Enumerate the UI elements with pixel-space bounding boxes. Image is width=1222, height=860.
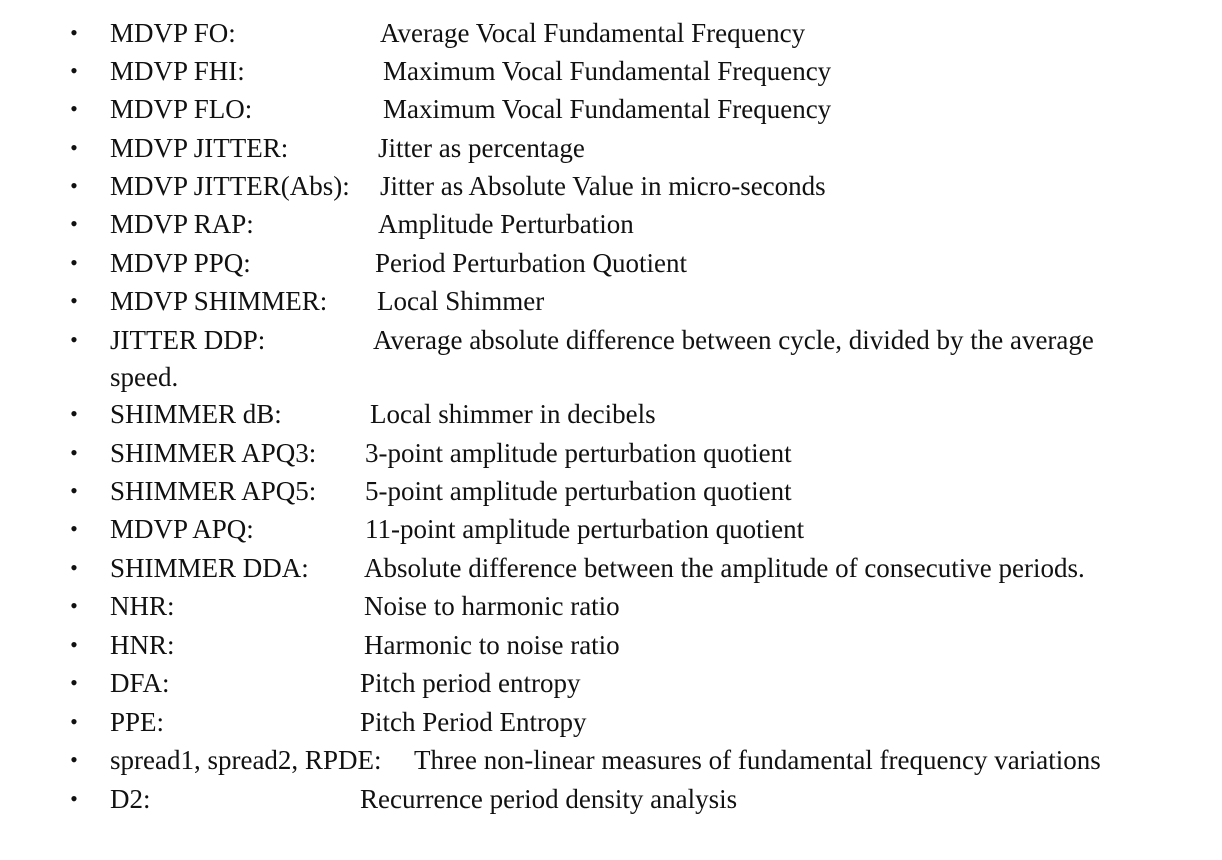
item-term: JITTER DDP:: [110, 325, 266, 355]
item-definition: 3-point amplitude perturbation quotient: [365, 438, 792, 468]
bullet: •: [70, 135, 78, 160]
bullet: •: [70, 96, 78, 121]
item-term: SHIMMER APQ3:: [110, 438, 317, 468]
bullet: •: [70, 327, 78, 352]
item-term: DFA:: [110, 668, 170, 698]
item-term: MDVP RAP:: [110, 209, 254, 239]
item-definition: Harmonic to noise ratio: [364, 630, 620, 660]
item-term: MDVP APQ:: [110, 514, 254, 544]
item-term: SHIMMER APQ5:: [110, 476, 317, 506]
item-definition: Jitter as percentage: [378, 133, 585, 163]
item-term: MDVP SHIMMER:: [110, 286, 328, 316]
item-term: D2:: [110, 784, 151, 814]
bullet: •: [70, 288, 78, 313]
item-definition: Average absolute difference between cycl…: [373, 325, 1094, 355]
bullet: •: [70, 632, 78, 657]
bullet: •: [70, 173, 78, 198]
bullet: •: [70, 516, 78, 541]
item-term: MDVP PPQ:: [110, 248, 251, 278]
item-term: SHIMMER dB:: [110, 399, 282, 429]
item-definition: 5-point amplitude perturbation quotient: [365, 476, 792, 506]
item-term: MDVP JITTER:: [110, 133, 289, 163]
item-definition: 11-point amplitude perturbation quotient: [365, 514, 805, 544]
bullet: •: [70, 58, 78, 83]
bullet: •: [70, 747, 78, 772]
bullet: •: [70, 20, 78, 45]
item-term: MDVP JITTER(Abs):: [110, 171, 350, 201]
item-definition: Maximum Vocal Fundamental Frequency: [383, 56, 832, 86]
item-definition: Amplitude Perturbation: [378, 209, 634, 239]
bullet: •: [70, 211, 78, 236]
item-term: SHIMMER DDA:: [110, 553, 309, 583]
item-definition: Absolute difference between the amplitud…: [364, 553, 1085, 583]
item-definition: Local shimmer in decibels: [370, 399, 656, 429]
bullet: •: [70, 670, 78, 695]
item-term: spread1, spread2, RPDE:: [110, 745, 382, 775]
item-definition: Maximum Vocal Fundamental Frequency: [383, 94, 832, 124]
bullet: •: [70, 401, 78, 426]
item-term: MDVP FHI:: [110, 56, 245, 86]
item-definition: Recurrence period density analysis: [360, 784, 738, 814]
item-definition: Three non-linear measures of fundamental…: [414, 745, 1101, 775]
item-definition: Noise to harmonic ratio: [364, 591, 620, 621]
item-term: HNR:: [110, 630, 175, 660]
bullet: •: [70, 478, 78, 503]
bullet: •: [70, 709, 78, 734]
item-definition: Pitch Period Entropy: [360, 707, 587, 737]
item-definition-continuation: speed.: [110, 362, 179, 392]
item-definition: Jitter as Absolute Value in micro-second…: [380, 171, 826, 201]
bullet: •: [70, 786, 78, 811]
bullet: •: [70, 440, 78, 465]
item-term: MDVP FLO:: [110, 94, 253, 124]
item-definition: Average Vocal Fundamental Frequency: [380, 18, 806, 48]
bullet: •: [70, 250, 78, 275]
item-definition: Period Perturbation Quotient: [375, 248, 687, 278]
item-term: NHR:: [110, 591, 175, 621]
item-definition: Pitch period entropy: [360, 668, 581, 698]
item-term: MDVP FO:: [110, 18, 236, 48]
item-term: PPE:: [110, 707, 165, 737]
item-definition: Local Shimmer: [377, 286, 545, 316]
bullet: •: [70, 555, 78, 580]
bullet: •: [70, 593, 78, 618]
